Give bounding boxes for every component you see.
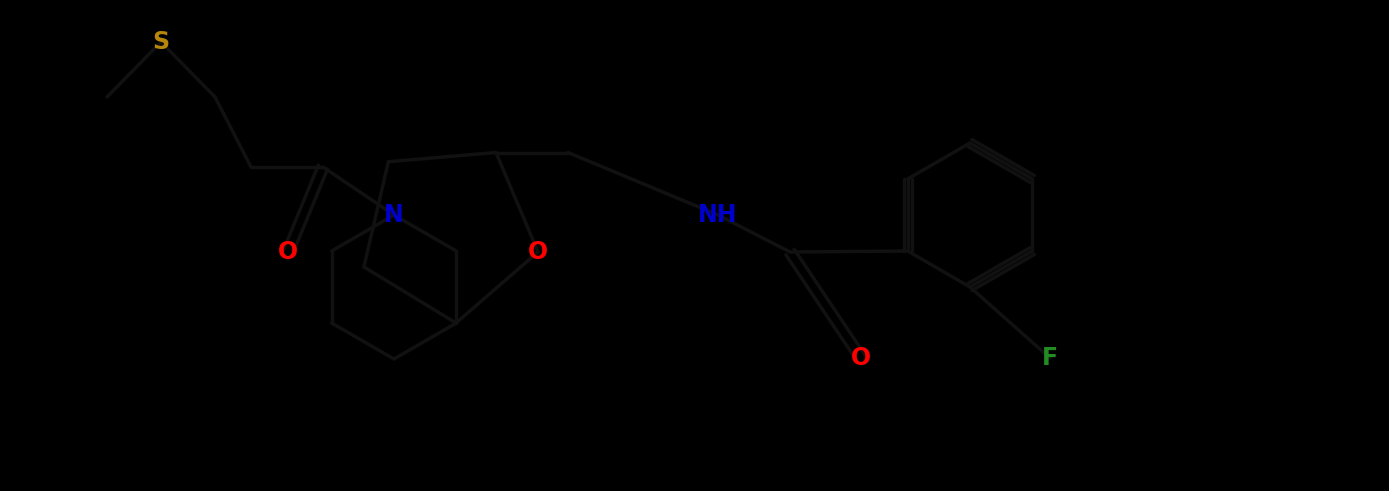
Text: O: O — [278, 240, 299, 264]
Text: S: S — [153, 30, 169, 54]
Text: N: N — [385, 203, 404, 227]
Text: O: O — [528, 240, 549, 264]
Text: O: O — [851, 346, 871, 370]
Text: NH: NH — [699, 203, 738, 227]
Text: F: F — [1042, 346, 1058, 370]
